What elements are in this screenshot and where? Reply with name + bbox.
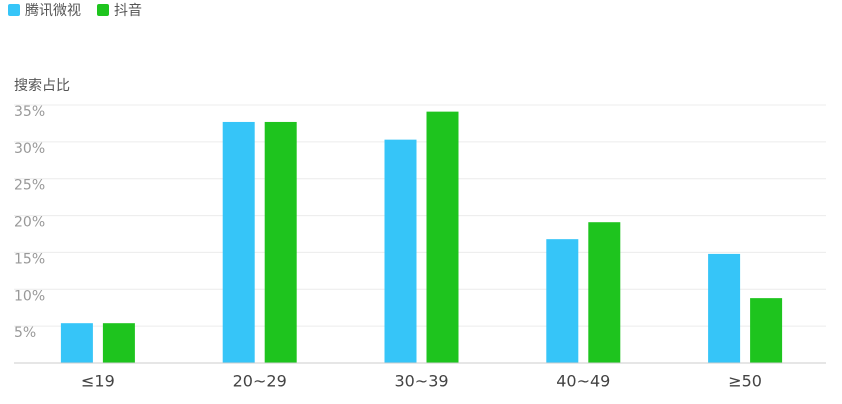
x-tick-label: ≤19 xyxy=(81,372,115,391)
y-tick-label: 15% xyxy=(14,251,45,267)
bar xyxy=(426,111,459,364)
bar xyxy=(60,323,93,363)
y-tick-label: 10% xyxy=(14,288,45,304)
bar xyxy=(384,139,417,363)
legend-label: 腾讯微视 xyxy=(25,2,81,19)
bar xyxy=(222,121,255,363)
bar xyxy=(546,239,579,363)
bar xyxy=(708,253,741,363)
bar xyxy=(102,323,135,363)
legend-label: 抖音 xyxy=(114,2,142,19)
y-axis-title: 搜索占比 xyxy=(14,77,70,94)
y-tick-label: 20% xyxy=(14,215,45,231)
bar xyxy=(750,298,783,363)
x-tick-label: 30~39 xyxy=(394,372,448,391)
x-tick-label: 20~29 xyxy=(233,372,287,391)
y-tick-label: 5% xyxy=(14,325,36,341)
legend-swatch xyxy=(8,4,20,16)
y-tick-label: 25% xyxy=(14,178,45,194)
x-tick-label: ≥50 xyxy=(728,372,762,391)
bar xyxy=(588,222,621,363)
legend-swatch xyxy=(97,4,109,16)
bar xyxy=(264,121,297,363)
y-tick-label: 35% xyxy=(14,104,45,120)
x-tick-label: 40~49 xyxy=(556,372,610,391)
y-tick-label: 30% xyxy=(14,141,45,157)
